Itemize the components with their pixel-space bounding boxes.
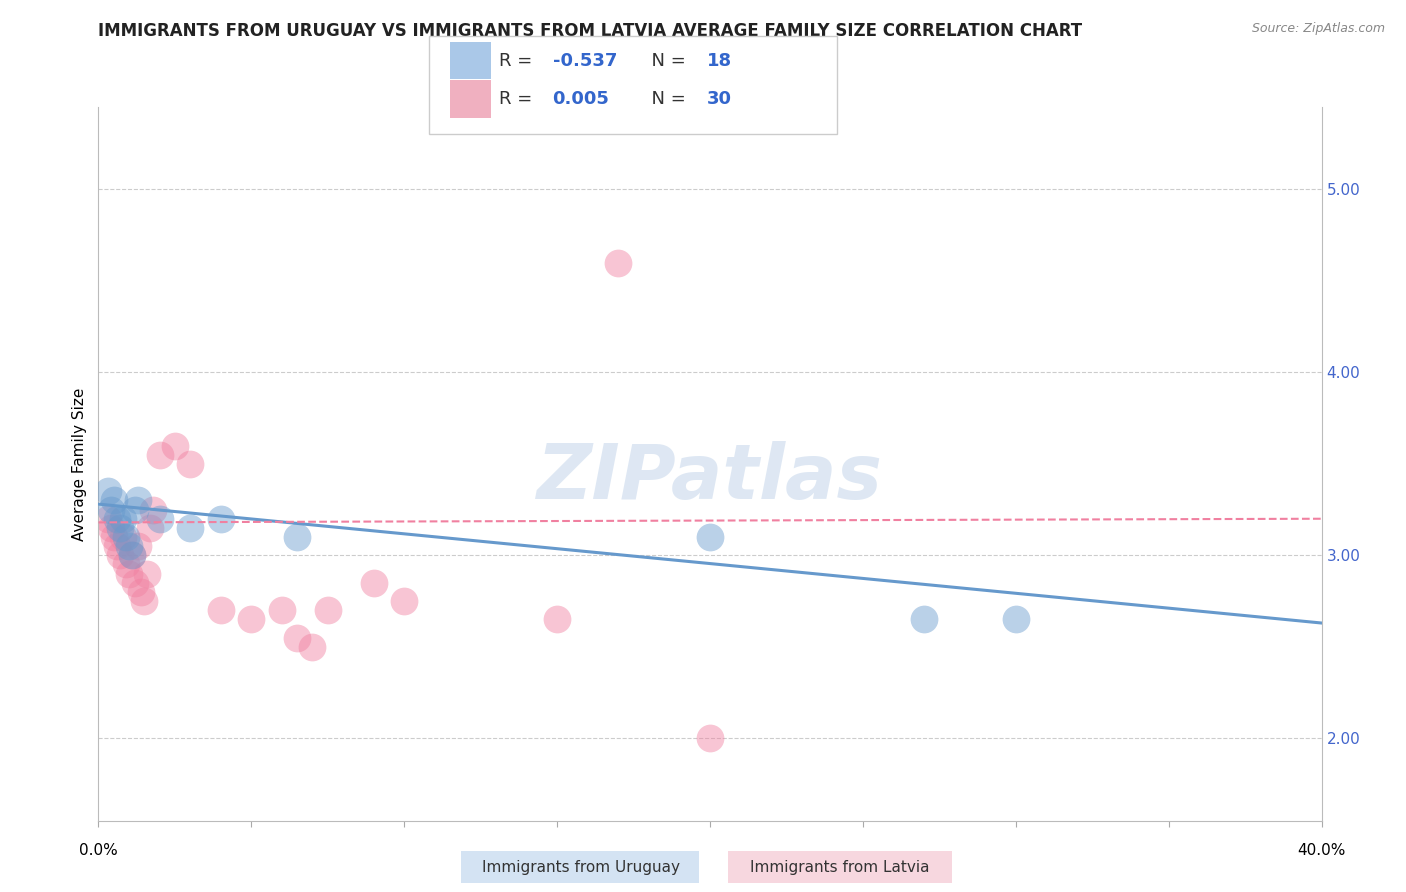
Text: ZIPatlas: ZIPatlas (537, 442, 883, 515)
Point (115, 558, 138, 572)
Text: 40.0%: 40.0% (1298, 843, 1346, 858)
Point (285, 631, 308, 645)
Point (97, 512, 120, 526)
Point (100, 502, 122, 516)
Point (546, 612, 568, 626)
Point (118, 566, 141, 581)
Point (285, 530, 308, 544)
Point (179, 521, 201, 535)
Point (179, 457, 201, 471)
Point (363, 575, 385, 590)
Point (108, 549, 131, 563)
Point (121, 549, 143, 563)
Point (124, 575, 146, 590)
Text: N =: N = (640, 52, 692, 70)
Point (1004, 612, 1026, 626)
Text: Source: ZipAtlas.com: Source: ZipAtlas.com (1251, 22, 1385, 36)
Point (136, 566, 159, 581)
Point (270, 603, 292, 617)
Text: 18: 18 (707, 52, 733, 70)
Point (129, 585, 152, 599)
Point (127, 539, 149, 553)
Point (142, 502, 165, 516)
Text: -0.537: -0.537 (553, 52, 617, 70)
Point (134, 594, 156, 608)
Text: Immigrants from Latvia: Immigrants from Latvia (749, 860, 929, 874)
Point (607, 255, 630, 269)
Point (912, 612, 935, 626)
Point (111, 530, 134, 544)
Point (149, 512, 172, 526)
Point (108, 521, 131, 535)
Y-axis label: Average Family Size: Average Family Size (72, 387, 87, 541)
Point (139, 521, 162, 535)
Point (111, 512, 134, 526)
Point (240, 612, 263, 626)
Point (121, 549, 143, 563)
Point (103, 493, 125, 508)
Point (103, 530, 125, 544)
Text: Immigrants from Uruguay: Immigrants from Uruguay (482, 860, 679, 874)
Point (115, 530, 138, 544)
Point (105, 539, 128, 553)
Point (699, 530, 721, 544)
Point (97, 484, 120, 499)
Point (105, 512, 128, 526)
Text: 0.005: 0.005 (553, 90, 609, 108)
Point (118, 539, 141, 553)
Text: IMMIGRANTS FROM URUGUAY VS IMMIGRANTS FROM LATVIA AVERAGE FAMILY SIZE CORRELATIO: IMMIGRANTS FROM URUGUAY VS IMMIGRANTS FR… (98, 22, 1083, 40)
Point (124, 502, 146, 516)
Point (149, 448, 172, 462)
Point (100, 521, 122, 535)
Point (209, 603, 232, 617)
Point (392, 594, 416, 608)
Text: 30: 30 (707, 90, 733, 108)
Point (163, 438, 186, 452)
Text: R =: R = (499, 90, 538, 108)
Point (316, 603, 339, 617)
Point (127, 493, 149, 508)
Text: N =: N = (640, 90, 692, 108)
Point (699, 731, 721, 746)
Point (209, 512, 232, 526)
Text: 0.0%: 0.0% (79, 843, 118, 858)
Point (301, 640, 323, 654)
Text: R =: R = (499, 52, 538, 70)
